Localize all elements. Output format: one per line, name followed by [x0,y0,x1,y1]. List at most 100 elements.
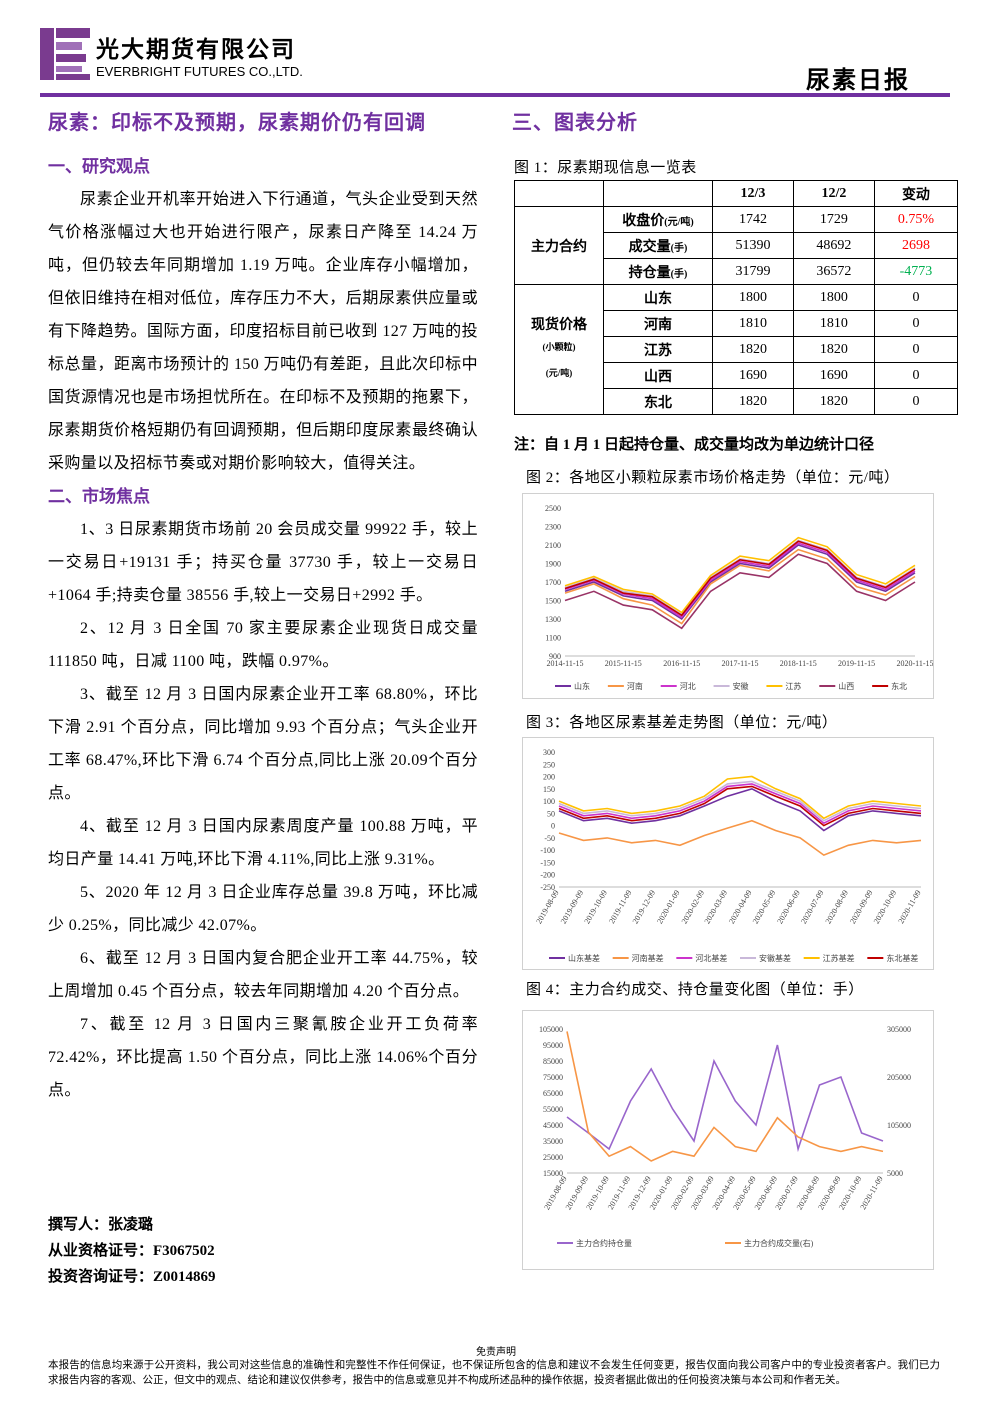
section-heading: 一、研究观点 [48,157,150,176]
table-caption: 图 1：尿素期现信息一览表 [514,160,697,176]
row-unit: (元/吨) [664,216,694,228]
table-row: 成交量(手) 51390 48692 2698 [515,232,959,259]
series-line [558,819,922,857]
x-tick-label: 2019-08-09 [534,889,560,926]
legend-label: 主力合约持仓量 [576,1238,632,1248]
series-line [564,540,916,617]
author-block: 撰写人：张凌璐 从业资格证号：F3067502 投资咨询证号：Z0014869 [48,1212,216,1290]
group-sublabel: (元/吨) [545,367,573,378]
y-tick-label: 2300 [545,523,561,532]
y-tick-label: 1900 [545,560,561,569]
table-cell: 51390 [712,232,794,259]
y-tick-label: 300 [543,748,555,757]
legend-label: 安徽基差 [759,953,791,963]
y-tick-label: 65000 [543,1089,563,1098]
y-tick-label: -250 [540,883,555,892]
disclaimer-text: 本报告的信息均来源于公开资料，我公司对这些信息的准确性和完整性不作任何保证，也不… [48,1360,940,1386]
series-line [558,785,922,827]
row-name: 河南 [644,317,672,333]
x-tick-label: 2020-09-09 [848,889,874,926]
row-label: 山西 [603,362,713,389]
y-tick-label: -200 [540,871,555,880]
legend-label: 东北基差 [886,953,918,963]
table-cell [514,180,604,207]
column-header: 12/2 [792,180,875,207]
row-label: 东北 [603,388,713,415]
y2-tick-label: 205000 [887,1073,911,1082]
y-tick-label: 105000 [539,1025,563,1034]
company-en: EVERBRIGHT FUTURES CO.,LTD. [96,64,303,79]
table-cell: 1800 [792,284,875,311]
y-tick-label: 15000 [543,1169,563,1178]
table-cell: 0 [873,310,959,337]
paragraph: 6、截至 12 月 3 日国内复合肥企业开工率 44.75%，较上周增加 0.4… [48,950,478,1000]
figure: 15000 25000 35000 45000 55000 65000 75000 85000… [522,1010,934,1270]
table-cell: 1742 [712,206,794,233]
article-title: 尿素：印标不及预期，尿素期价仍有回调 [48,112,426,134]
x-tick-label: 2014-11-15 [546,659,583,668]
group-label: 主力合约 [531,239,587,255]
author-line: 从业资格证号：F3067502 [48,1243,215,1259]
legend-label: 江苏 [785,681,801,691]
series-line [564,539,916,616]
legend-label: 安徽 [733,681,749,691]
row-label: 江苏 [603,336,713,363]
legend-label: 河北 [680,681,696,691]
column-header: 12/3 [712,180,794,207]
x-tick-label: 2020-10-09 [872,889,898,926]
y-tick-label: 85000 [543,1057,563,1066]
x-tick-label: 2020-11-15 [896,659,933,668]
author-line: 投资咨询证号：Z0014869 [48,1269,216,1285]
x-tick-label: 2019-11-09 [607,889,633,926]
legend-label: 江苏基差 [823,953,855,963]
row-name: 收盘价 [622,213,665,229]
paragraph: 7、截至 12 月 3 日国内三聚氰胺企业开工负荷率72.42%，环比提高 1.… [48,1016,478,1099]
y-tick-label: 900 [549,652,561,661]
x-tick-label: 2020-03-09 [703,889,729,926]
table-cell: 1820 [792,336,875,363]
y-tick-label: 100 [543,797,555,806]
group-label: 现货价格 [531,317,587,333]
column-header: 变动 [873,180,959,207]
table-cell: 1729 [792,206,875,233]
row-label: 成交量(手) [603,232,713,259]
series-line [558,775,922,820]
y-tick-label: 150 [543,785,555,794]
x-tick-label: 2020-07-09 [799,889,825,926]
row-label: 山东 [603,284,713,311]
paragraph: 5、2020 年 12 月 3 日企业库存总量 39.8 万吨，环比减少 0.2… [48,884,478,934]
y-tick-label: 2500 [545,504,561,513]
x-tick-label: 2018-11-15 [780,659,817,668]
legend-label: 山西 [838,681,854,691]
section-heading: 二、市场焦点 [48,487,150,506]
table-note: 注：自 1 月 1 日起持仓量、成交量均改为单边统计口径 [514,437,875,453]
y2-tick-label: 5000 [887,1169,903,1178]
series-line [558,780,922,822]
y-tick-label: 1500 [545,597,561,606]
row-name: 山西 [644,369,672,385]
table-row: 主力合约 收盘价(元/吨) 1742 1729 0.75% [514,206,959,285]
x-tick-label: 2019-11-15 [838,659,875,668]
table-cell: 1820 [712,336,794,363]
row-name: 东北 [644,395,672,411]
y-tick-label: 2100 [545,541,561,550]
line-chart: -250 -200 -150 -100 -50 0 50 100 150 200 250 300 201… [534,748,922,963]
info-table: 12/3 12/2 变动 主力合约 收盘价(元/吨) 1742 1729 0.75% 成交量(手… [514,180,959,415]
table-row: 持仓量(手) 31799 36572 -4773 [515,258,959,285]
series-line [564,536,916,614]
report-name: 尿素日报 [806,68,910,94]
series-line [564,553,916,630]
table-cell: 1820 [792,388,875,415]
table-cell: 0 [873,388,959,415]
table-cell: 0 [873,362,959,389]
series-line [564,544,916,621]
company-cn: 光大期货有限公司 [96,37,296,62]
series-line [564,548,916,625]
table-row: 12/3 12/2 变动 [514,180,959,207]
x-tick-label: 2020-05-09 [751,889,777,926]
figure-caption: 图 4：主力合约成交、持仓量变化图（单位：手） [526,982,864,998]
row-unit: (手) [670,242,688,254]
row-name: 成交量 [628,239,671,255]
y-tick-label: 75000 [543,1073,563,1082]
